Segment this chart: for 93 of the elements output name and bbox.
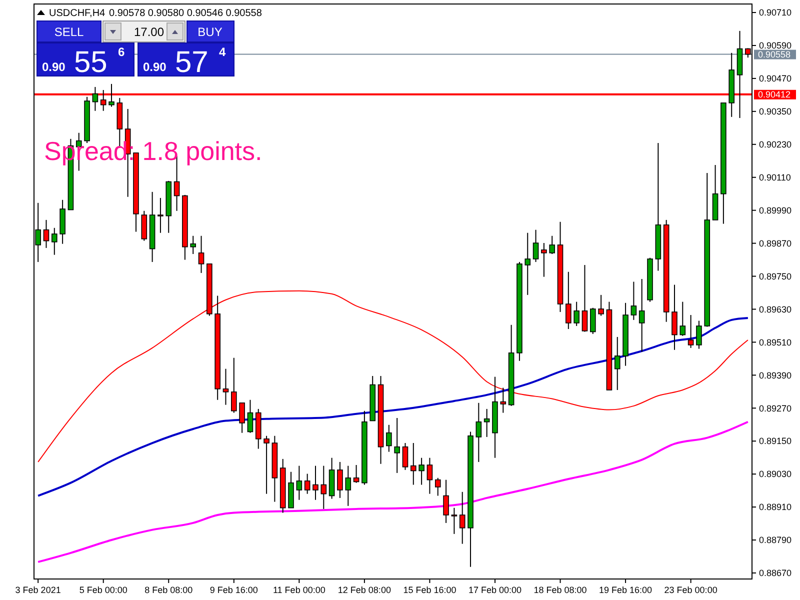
y-tick-label: 0.90590 [759, 40, 792, 51]
x-tick-label: 5 Feb 00:00 [79, 585, 128, 595]
x-tick-label: 8 Feb 08:00 [144, 585, 193, 595]
y-tick-label: 0.88670 [759, 568, 792, 578]
candlestick [614, 336, 620, 390]
annotation: 57 [175, 46, 208, 79]
candlestick [688, 314, 694, 348]
y-tick-label: 0.90230 [759, 140, 792, 150]
candlestick [443, 479, 449, 524]
candlestick [402, 442, 408, 470]
candlestick [638, 278, 645, 352]
y-tick-label: 0.89390 [759, 370, 792, 380]
annotation: 17.00 [134, 25, 164, 39]
candlestick [320, 465, 327, 510]
annotation: SELL [54, 25, 84, 39]
candlestick [239, 402, 245, 434]
x-tick-label: 18 Feb 08:00 [534, 585, 587, 595]
candlestick [222, 368, 229, 406]
candlestick [231, 357, 237, 414]
candlestick [532, 229, 539, 262]
chart-subtitle: 0.90578 0.90580 0.90546 0.90558 [109, 8, 262, 19]
candlestick [476, 402, 482, 462]
candlestick [524, 232, 531, 296]
y-tick-label: 0.89270 [759, 403, 792, 414]
candlestick [190, 235, 196, 254]
y-tick-label: 0.90470 [759, 74, 792, 84]
candlestick [198, 235, 204, 274]
candlestick [574, 301, 580, 326]
candlestick [264, 435, 270, 494]
x-tick-label: 11 Feb 00:00 [272, 585, 326, 595]
x-tick-label: 23 Feb 00:00 [664, 585, 718, 595]
x-tick-label: 17 Feb 00:00 [468, 585, 522, 595]
candlestick [434, 477, 441, 496]
candlestick [500, 387, 506, 414]
annotation: BUY [198, 25, 222, 39]
candlestick [353, 464, 360, 484]
line-series [37, 420, 749, 563]
y-tick-label: 0.89750 [759, 271, 792, 282]
y-tick-label: 0.88790 [759, 535, 792, 546]
ref-line-label: 0.90412 [758, 90, 791, 100]
candlestick [141, 210, 148, 242]
annotation: 6 [118, 45, 125, 59]
candlestick [247, 399, 254, 434]
candlestick [43, 219, 50, 248]
annotation: 0.90 [143, 60, 167, 74]
candlestick [566, 271, 572, 330]
candlestick [459, 491, 466, 544]
candlestick [386, 424, 392, 452]
y-tick-label: 0.88910 [759, 502, 792, 512]
candlestick [296, 465, 302, 500]
annotation: 55 [74, 46, 108, 79]
chart-title: USDCHF,H4 [49, 8, 106, 19]
candlestick [394, 418, 400, 474]
candlestick [598, 294, 604, 316]
candlestick [158, 197, 164, 234]
y-tick-label: 0.89990 [759, 205, 792, 216]
y-tick-label: 0.89870 [759, 238, 792, 248]
x-tick-label: 12 Feb 08:00 [338, 585, 391, 595]
x-tick-label: 19 Feb 16:00 [599, 585, 652, 595]
candlestick [426, 457, 433, 494]
candlestick [52, 227, 58, 256]
y-tick-label: 0.89510 [759, 337, 792, 348]
candlestick [108, 83, 114, 108]
y-tick-label: 0.89150 [759, 436, 792, 446]
y-tick-label: 0.89030 [759, 469, 792, 480]
y-tick-label: 0.90710 [759, 8, 792, 18]
annotation: 4 [219, 45, 226, 59]
x-tick-label: 3 Feb 2021 [15, 585, 61, 595]
y-tick-label: 0.90350 [759, 106, 792, 117]
candlestick [337, 461, 343, 498]
candlestick [680, 301, 686, 336]
y-tick-label: 0.90110 [759, 172, 791, 182]
y-tick-label: 0.89630 [759, 304, 792, 314]
ref-line-label: 0.90558 [758, 49, 791, 60]
candlestick [312, 465, 318, 500]
candlestick [549, 235, 555, 254]
candlestick [418, 457, 424, 486]
line-series [37, 317, 749, 497]
x-tick-label: 9 Feb 16:00 [210, 585, 258, 595]
candlestick [484, 408, 490, 438]
candlestick [590, 307, 596, 334]
candlestick [451, 507, 458, 534]
candlestick [672, 284, 678, 350]
candlestick [410, 442, 416, 486]
candlestick [92, 86, 98, 112]
candlestick [582, 264, 588, 332]
candlestick [630, 281, 637, 320]
candlestick [304, 473, 310, 494]
candlestick [345, 465, 352, 506]
annotation: 0.90 [42, 60, 66, 74]
candlestick [541, 242, 547, 278]
candlestick [696, 320, 702, 350]
x-tick-label: 15 Feb 16:00 [403, 585, 456, 595]
